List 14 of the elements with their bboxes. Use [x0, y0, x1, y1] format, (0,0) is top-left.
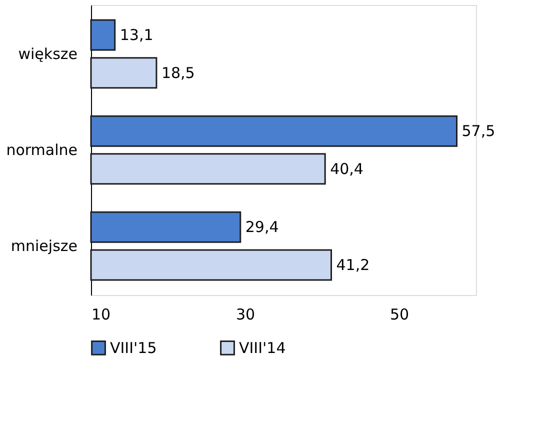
data-label: 18,5	[161, 64, 195, 82]
y-tick-label: mniejsze	[10, 237, 78, 256]
data-label: 41,2	[336, 256, 370, 274]
data-label: 40,4	[330, 160, 364, 178]
legend-label: VIII'15	[110, 338, 157, 357]
y-tick-label: większe	[18, 44, 78, 63]
y-tick-label: normalne	[6, 141, 78, 159]
x-tick-label: 30	[236, 306, 256, 324]
x-tick-label: 10	[92, 306, 111, 324]
data-label: 13,1	[120, 26, 154, 44]
data-label: 57,5	[462, 122, 496, 140]
data-label: 29,4	[245, 218, 279, 236]
x-tick-label: 50	[390, 306, 410, 324]
legend-label: VIII'14	[239, 338, 286, 357]
